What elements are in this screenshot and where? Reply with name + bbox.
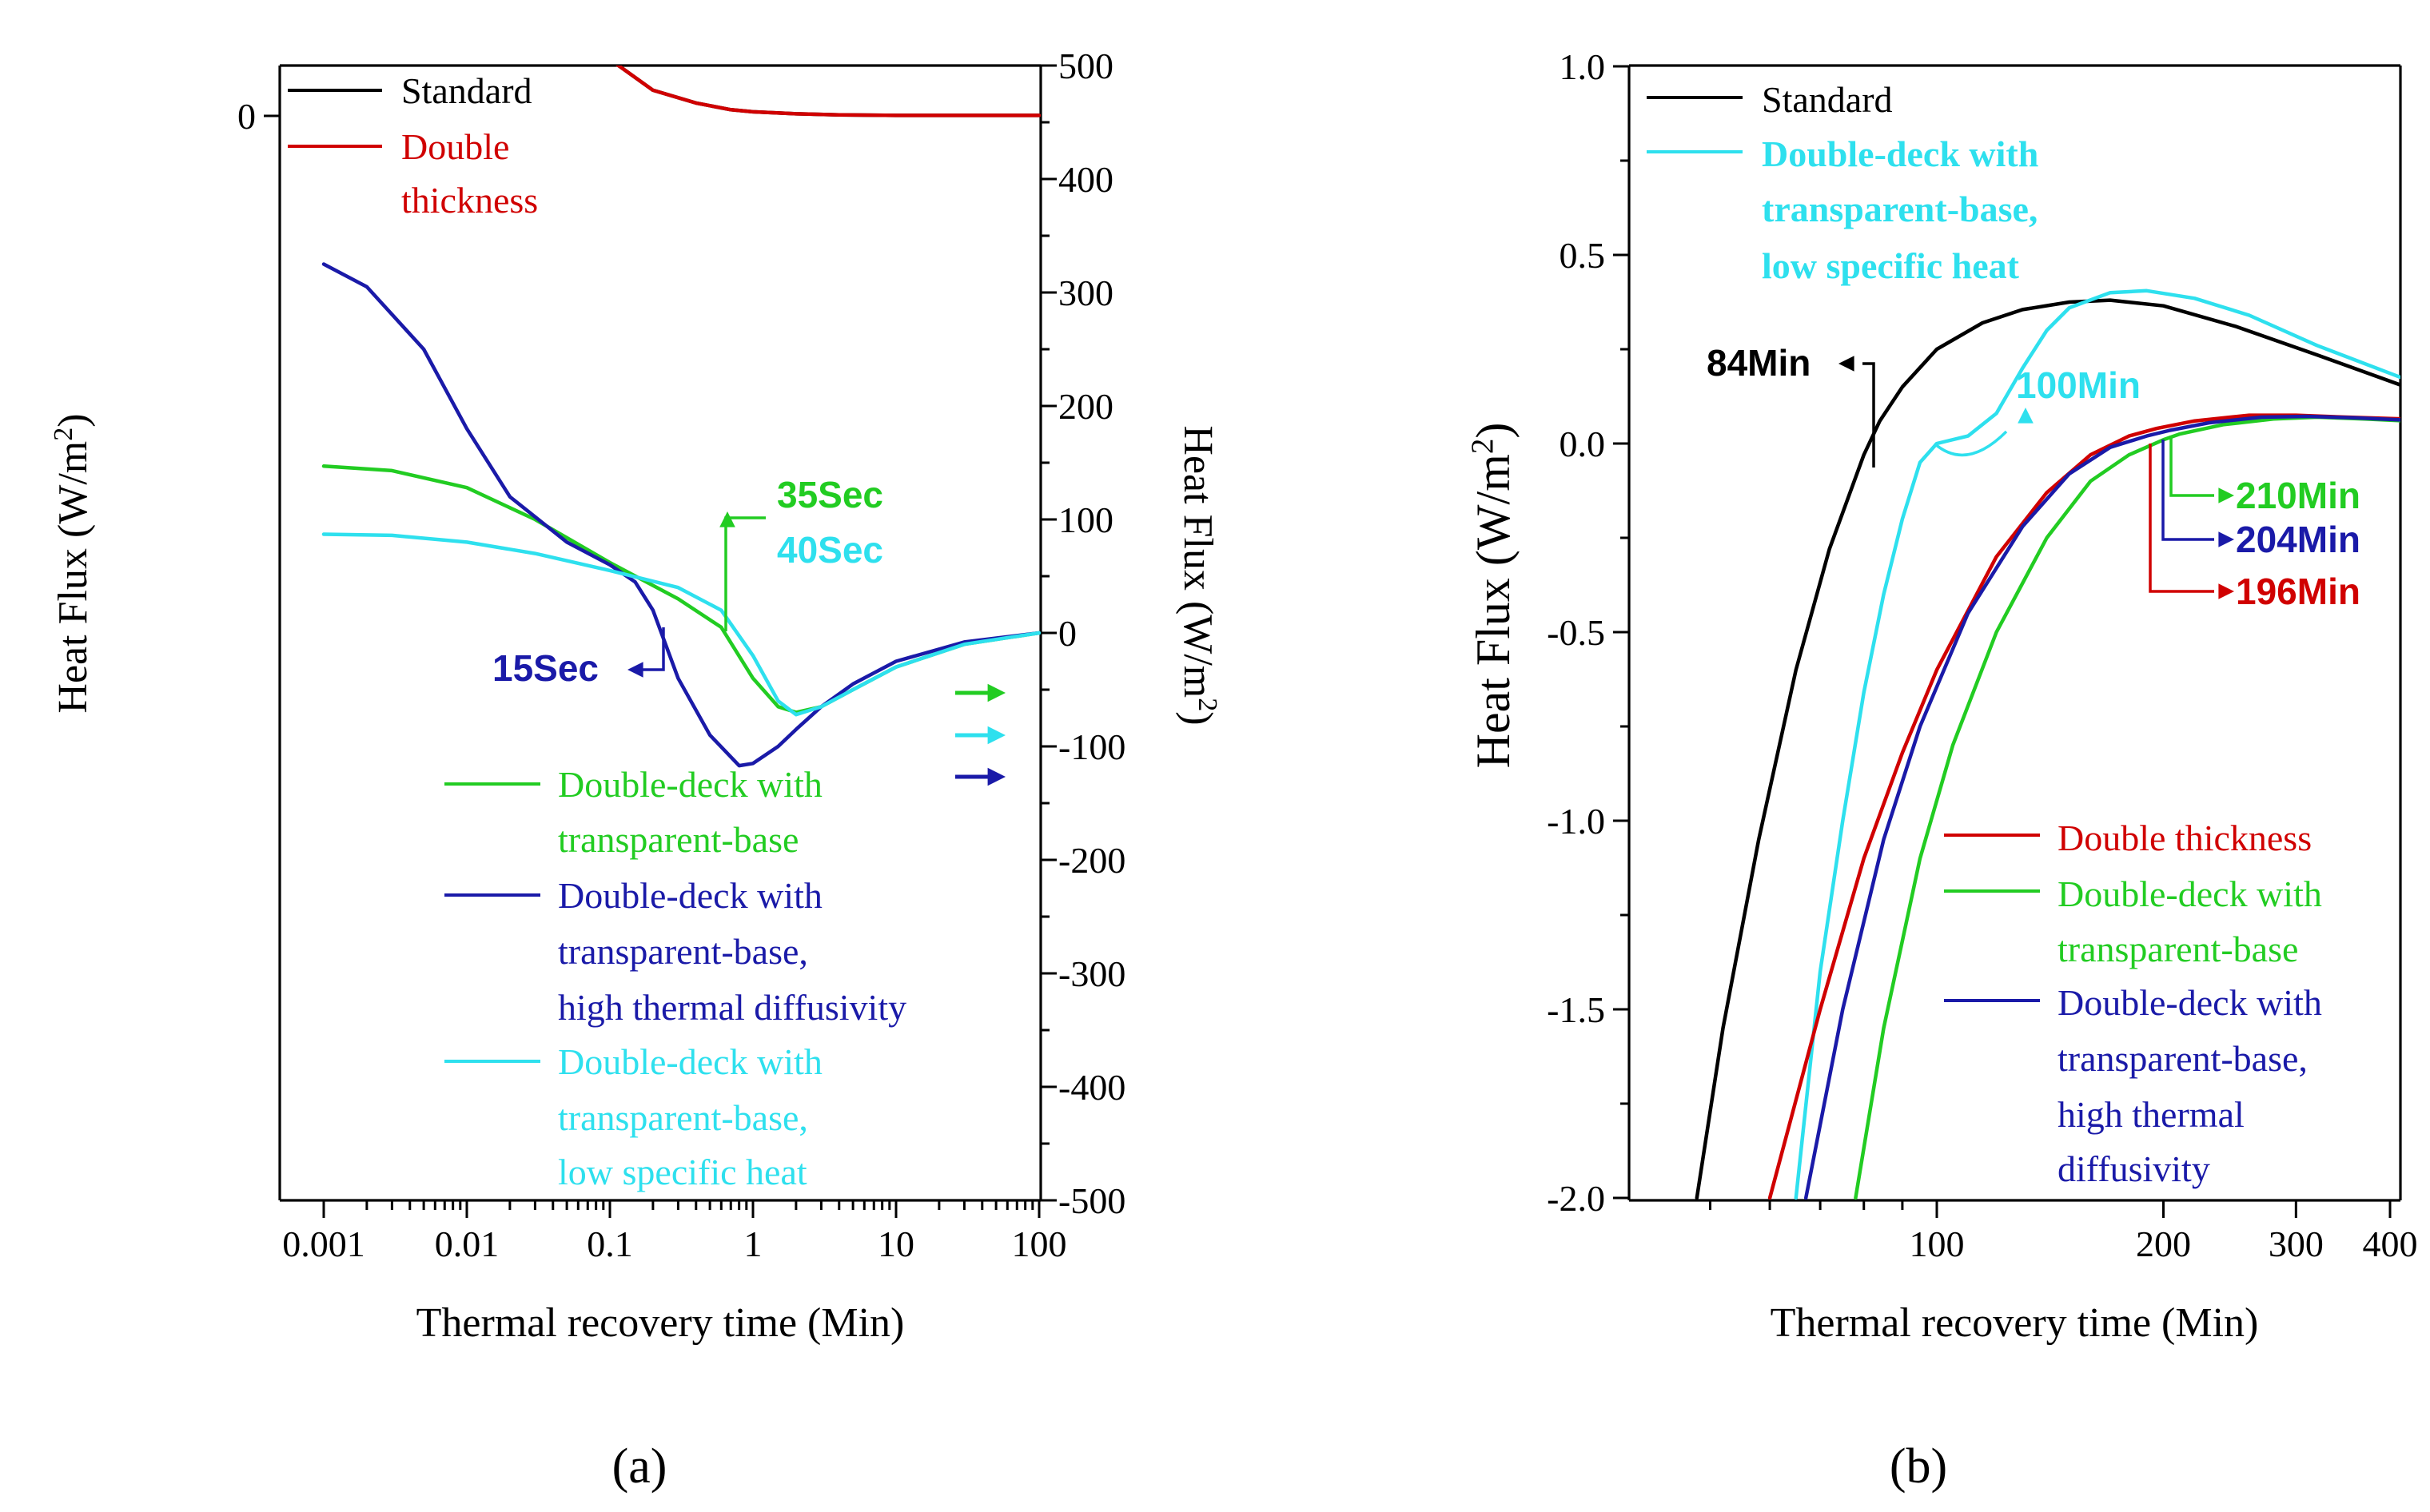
annotation-arrow-head bbox=[2218, 487, 2234, 503]
x-tick-label: 1 bbox=[744, 1224, 763, 1264]
legend-label: Double-deck with bbox=[558, 764, 823, 805]
annotation-arrow-head bbox=[1838, 356, 1854, 372]
legend-label: Standard bbox=[401, 70, 532, 111]
legend-label: Double-deck with bbox=[1762, 133, 2038, 174]
y2-tick-label: 200 bbox=[1058, 386, 1113, 427]
x-tick-label: 200 bbox=[2136, 1224, 2191, 1264]
series-line-4 bbox=[1803, 414, 2400, 1200]
chart-panel-a: 0.0010.010.11101000-5,000-10,000-15,000-… bbox=[49, 46, 1223, 1494]
legend-label: high thermal bbox=[2058, 1094, 2245, 1135]
series-line-3 bbox=[321, 262, 1041, 768]
right-axis-arrow-head bbox=[987, 767, 1006, 786]
annotation-arrow-head bbox=[2218, 583, 2234, 599]
y-tick-label: -0.5 bbox=[1547, 612, 1605, 653]
legend-label: Standard bbox=[1762, 79, 1893, 120]
x-axis-title: Thermal recovery time (Min) bbox=[1771, 1300, 2259, 1346]
annotation-arrow-head bbox=[2218, 531, 2234, 547]
y2-tick-label: 500 bbox=[1058, 46, 1113, 86]
y2-tick-label: -300 bbox=[1058, 953, 1125, 994]
plot-area-b bbox=[1695, 288, 2400, 1200]
annotation-label: 196Min bbox=[2236, 571, 2360, 612]
y-tick-label: 0.0 bbox=[1560, 424, 1606, 464]
annotation-leader bbox=[1933, 430, 2008, 457]
annotation-leader bbox=[724, 516, 766, 631]
series-line-1 bbox=[615, 66, 1041, 117]
x-tick-label: 0.001 bbox=[282, 1224, 365, 1264]
legend-label: low specific heat bbox=[1762, 245, 2020, 286]
annotation-arrow-head bbox=[627, 662, 643, 678]
panel-label-b: (b) bbox=[1890, 1439, 1947, 1494]
x-axis-title: Thermal recovery time (Min) bbox=[416, 1300, 905, 1346]
x-tick-label: 10 bbox=[878, 1224, 914, 1264]
y-tick-label: -1.0 bbox=[1547, 801, 1605, 842]
panel-label-a: (a) bbox=[612, 1439, 667, 1494]
series-line-1 bbox=[1794, 288, 2400, 1200]
annotation-label: 84Min bbox=[1707, 342, 1811, 384]
x-tick-label: 100 bbox=[1910, 1224, 1965, 1264]
annotation-leader bbox=[2169, 436, 2214, 497]
annotation-label: 204Min bbox=[2236, 519, 2360, 560]
y-tick-label: 0 bbox=[237, 96, 256, 137]
y2-tick-label: 100 bbox=[1058, 499, 1113, 540]
plot-area-a bbox=[321, 66, 1041, 768]
annotation-leader bbox=[2161, 440, 2214, 541]
annotation-label: 15Sec bbox=[492, 647, 599, 689]
y-tick-label: 0.5 bbox=[1560, 235, 1606, 276]
legend-label: transparent-base, bbox=[558, 1097, 808, 1138]
y2-tick-label: -100 bbox=[1058, 726, 1125, 767]
annotation-leader bbox=[2149, 444, 2214, 593]
y2-tick-label: 400 bbox=[1058, 159, 1113, 200]
annotation-label: 40Sec bbox=[777, 529, 883, 571]
x-tick-label: 100 bbox=[1012, 1224, 1067, 1264]
y2-tick-label: -400 bbox=[1058, 1067, 1125, 1108]
y2-tick-label: 0 bbox=[1058, 613, 1077, 654]
annotation-arrow-head bbox=[2018, 408, 2034, 424]
legend-label: diffusivity bbox=[2058, 1148, 2210, 1189]
legend-label: Double-deck with bbox=[2058, 873, 2322, 914]
legend-label: Double-deck with bbox=[2058, 982, 2322, 1023]
x-tick-label: 0.1 bbox=[587, 1224, 633, 1264]
legend-label: thickness bbox=[401, 180, 538, 221]
legend-label: transparent-base bbox=[558, 819, 799, 860]
x-tick-label: 400 bbox=[2363, 1224, 2418, 1264]
legend-label: transparent-base, bbox=[2058, 1038, 2308, 1079]
annotation-label: 100Min bbox=[2016, 364, 2141, 406]
y-tick-label: 1.0 bbox=[1560, 46, 1606, 87]
series-line-0 bbox=[1695, 298, 2400, 1200]
legend-label: Double thickness bbox=[2058, 818, 2312, 858]
y2-tick-label: -500 bbox=[1058, 1180, 1125, 1221]
legend-label: Double bbox=[401, 126, 509, 167]
annotation-leader bbox=[1862, 362, 1875, 468]
legend-label: Double-deck with bbox=[558, 1041, 823, 1082]
annotation-arrow-head bbox=[719, 511, 735, 527]
x-tick-label: 0.01 bbox=[435, 1224, 500, 1264]
right-axis-arrow-head bbox=[987, 726, 1006, 745]
annotation-leader bbox=[639, 627, 665, 671]
legend-label: Double-deck with bbox=[558, 875, 823, 916]
y2-tick-label: 300 bbox=[1058, 273, 1113, 313]
legend-label: transparent-base bbox=[2058, 929, 2298, 969]
y-axis-title: Heat Flux (W/m2) bbox=[1465, 423, 1520, 769]
legend-label: transparent-base, bbox=[558, 931, 808, 972]
y-axis-title: Heat Flux (W/m2) bbox=[49, 413, 97, 713]
y2-tick-label: -200 bbox=[1058, 840, 1125, 881]
y-tick-label: -1.5 bbox=[1547, 989, 1605, 1030]
annotation-label: 35Sec bbox=[777, 474, 883, 515]
legend-label: transparent-base, bbox=[1762, 189, 2038, 229]
y-tick-label: -2.0 bbox=[1547, 1178, 1605, 1219]
y2-axis-title: Heat Flux (W/m2) bbox=[1175, 425, 1223, 725]
annotation-label: 210Min bbox=[2236, 475, 2360, 516]
x-tick-label: 300 bbox=[2269, 1224, 2324, 1264]
right-axis-arrow-head bbox=[987, 683, 1006, 702]
legend-label: low specific heat bbox=[558, 1152, 807, 1192]
legend-label: high thermal diffusivity bbox=[558, 987, 906, 1028]
chart-panel-b: 100 200 300 400 1.0 0.5 0.0 -0.5 -1.0 -1.5 -2.0 The… bbox=[1465, 46, 2418, 1494]
series-line-4 bbox=[321, 532, 1041, 717]
